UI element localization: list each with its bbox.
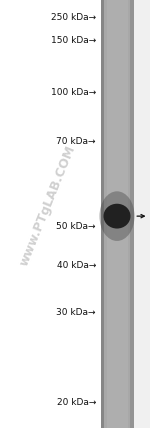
Ellipse shape (99, 191, 135, 241)
Text: 100 kDa→: 100 kDa→ (51, 87, 96, 97)
Text: 250 kDa→: 250 kDa→ (51, 12, 96, 22)
Text: 150 kDa→: 150 kDa→ (51, 36, 96, 45)
Bar (100, 0, 134, 428)
Text: 50 kDa→: 50 kDa→ (57, 222, 96, 232)
Bar (106, 0, 128, 428)
Text: 20 kDa→: 20 kDa→ (57, 398, 96, 407)
Text: 70 kDa→: 70 kDa→ (57, 137, 96, 146)
Text: 40 kDa→: 40 kDa→ (57, 261, 96, 270)
Text: 30 kDa→: 30 kDa→ (57, 308, 96, 317)
Text: www.PTgLAB.COM: www.PTgLAB.COM (18, 143, 78, 268)
Ellipse shape (103, 204, 130, 229)
Bar (0, 0, 100, 428)
Bar (100, 0, 104, 428)
Bar (130, 0, 134, 428)
